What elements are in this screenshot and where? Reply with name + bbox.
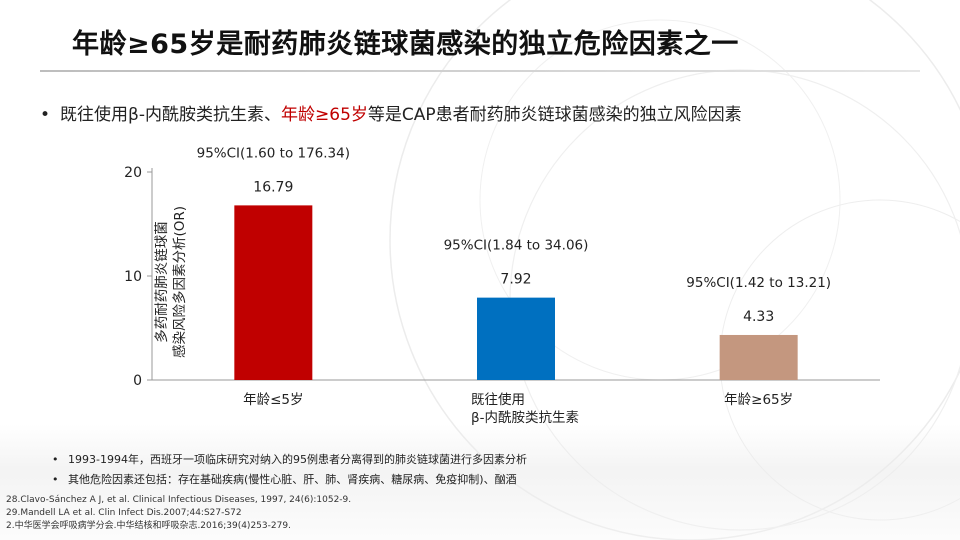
bar xyxy=(477,297,555,380)
ci-label: 95%CI(1.84 to 34.06) xyxy=(444,238,589,254)
reference-item: 29.Mandell LA et al. Clin Infect Dis.200… xyxy=(6,508,242,518)
x-tick-label: β-内酰胺类抗生素 xyxy=(471,410,579,426)
ci-label: 95%CI(1.42 to 13.21) xyxy=(686,275,831,291)
bar xyxy=(719,334,798,380)
x-tick-label: 既往使用 xyxy=(471,391,525,408)
page-title: 年龄≥65岁是耐药肺炎链球菌感染的独立危险因素之一 xyxy=(72,29,739,60)
x-tick-label: 年龄≤5岁 xyxy=(243,392,303,408)
background-band xyxy=(0,424,960,540)
data-label: 16.79 xyxy=(253,179,293,195)
y-tick-label: 20 xyxy=(124,165,142,181)
bullet-highlight: 年龄≥65岁 xyxy=(281,105,368,125)
ci-label: 95%CI(1.60 to 176.34) xyxy=(197,145,350,161)
reference-item: 28.Clavo-Sánchez A J, et al. Clinical In… xyxy=(6,495,352,505)
note-item: • 其他危险因素还包括：存在基础疾病(慢性心脏、肝、肺、肾疾病、糖尿病、免疫抑制)… xyxy=(52,473,517,486)
bullet-prefix: 既往使用β-内酰胺类抗生素、 xyxy=(60,105,282,125)
note-text: 其他危险因素还包括：存在基础疾病(慢性心脏、肝、肺、肾疾病、糖尿病、免疫抑制)、… xyxy=(68,473,517,486)
bar xyxy=(234,205,313,380)
y-tick-label: 10 xyxy=(124,269,142,285)
data-label: 4.33 xyxy=(743,309,774,325)
note-item: • 1993-1994年，西班牙一项临床研究对纳入的95例患者分离得到的肺炎链球菌… xyxy=(52,453,527,466)
y-axis-label: 多药耐药肺炎链球菌 xyxy=(153,221,170,343)
bullet-dot: • xyxy=(40,105,51,125)
x-tick-label: 年龄≥65岁 xyxy=(724,392,793,408)
study-notes: • 1993-1994年，西班牙一项临床研究对纳入的95例患者分离得到的肺炎链球菌… xyxy=(52,452,912,492)
reference-item: 2.中华医学会呼吸病学分会.中华结核和呼吸杂志.2016;39(4)253-27… xyxy=(6,521,291,531)
note-text: 1993-1994年，西班牙一项临床研究对纳入的95例患者分离得到的肺炎链球菌进… xyxy=(68,453,527,466)
references: 28.Clavo-Sánchez A J, et al. Clinical In… xyxy=(6,494,906,533)
data-label: 7.92 xyxy=(500,272,531,288)
title-divider xyxy=(40,70,920,72)
main-bullet: • 既往使用β-内酰胺类抗生素、年龄≥65岁等是CAP患者耐药肺炎链球菌感染的独立… xyxy=(40,100,940,125)
y-axis-label: 感染风险多因素分析(OR) xyxy=(171,206,188,358)
y-tick-label: 0 xyxy=(133,373,142,389)
bullet-suffix: 等是CAP患者耐药肺炎链球菌感染的独立风险因素 xyxy=(367,105,742,125)
